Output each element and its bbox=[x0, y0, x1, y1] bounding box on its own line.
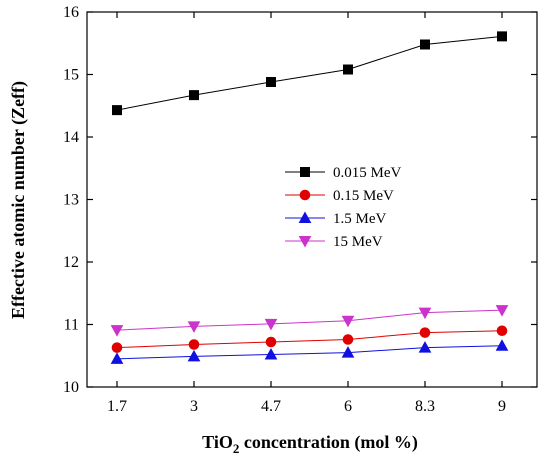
x-tick-label: 3 bbox=[190, 398, 198, 415]
legend-label: 0.015 MeV bbox=[333, 165, 401, 181]
data-point bbox=[265, 336, 277, 348]
data-point bbox=[418, 307, 432, 320]
y-tick-label: 13 bbox=[63, 192, 79, 209]
x-tick-label: 4.7 bbox=[261, 398, 281, 415]
data-point bbox=[266, 77, 276, 87]
y-tick-label: 12 bbox=[63, 254, 79, 271]
legend-label: 0.15 MeV bbox=[333, 188, 394, 204]
data-point bbox=[496, 325, 508, 337]
legend-marker bbox=[298, 236, 312, 248]
x-tick-label: 6 bbox=[344, 398, 352, 415]
data-point bbox=[420, 39, 430, 50]
data-point bbox=[110, 325, 124, 337]
data-point bbox=[189, 90, 199, 101]
data-point bbox=[495, 305, 509, 317]
y-tick-label: 14 bbox=[63, 129, 79, 146]
y-tick-label: 15 bbox=[63, 67, 79, 84]
data-point bbox=[110, 352, 124, 364]
data-point bbox=[342, 334, 354, 345]
series-line bbox=[116, 330, 503, 349]
data-point bbox=[419, 327, 431, 338]
x-axis: 1.7 3 4.7 6 8.3 9 bbox=[107, 12, 506, 415]
data-point bbox=[112, 105, 122, 116]
series-3 bbox=[110, 305, 509, 337]
legend-label: 1.5 MeV bbox=[333, 211, 386, 227]
data-point bbox=[341, 315, 355, 328]
x-axis-title: TiO2 concentration (mol %) bbox=[202, 432, 418, 456]
data-point bbox=[187, 349, 201, 362]
data-point bbox=[187, 321, 201, 333]
x-tick-label: 9 bbox=[498, 398, 506, 415]
legend-marker bbox=[298, 211, 312, 223]
data-point bbox=[264, 318, 278, 331]
data-point bbox=[495, 339, 509, 351]
x-axis-title-subscript: 2 bbox=[233, 441, 240, 456]
legend-item: 15 MeV bbox=[285, 234, 383, 250]
data-point bbox=[264, 347, 278, 360]
data-point bbox=[418, 341, 432, 353]
x-tick-label: 1.7 bbox=[107, 398, 127, 415]
x-axis-title-suffix: concentration (mol %) bbox=[239, 432, 417, 453]
y-tick-label: 11 bbox=[64, 317, 79, 334]
y-axis: 10 11 12 13 14 15 16 bbox=[63, 4, 537, 396]
data-point bbox=[188, 339, 200, 350]
series-0 bbox=[112, 31, 507, 116]
legend-item: 0.15 MeV bbox=[285, 188, 394, 204]
legend: 0.015 MeV 0.15 MeV 1.5 MeV 15 MeV bbox=[285, 165, 401, 250]
series-line bbox=[116, 345, 503, 360]
x-tick-label: 8.3 bbox=[415, 398, 435, 415]
series-line bbox=[116, 309, 503, 331]
legend-item: 0.015 MeV bbox=[285, 165, 401, 181]
y-tick-label: 10 bbox=[63, 379, 79, 396]
data-point bbox=[111, 342, 123, 353]
y-axis-title: Effective atomic number (Zeff) bbox=[8, 81, 29, 319]
legend-item: 1.5 MeV bbox=[285, 211, 386, 227]
legend-label: 15 MeV bbox=[333, 234, 383, 250]
y-tick-label: 16 bbox=[63, 4, 79, 21]
legend-marker bbox=[300, 167, 310, 177]
data-point bbox=[343, 64, 353, 75]
series-layer bbox=[110, 31, 509, 364]
legend-marker bbox=[299, 189, 311, 201]
x-axis-title-prefix: TiO bbox=[202, 432, 233, 452]
data-point bbox=[497, 31, 507, 42]
data-point bbox=[341, 346, 355, 358]
series-2 bbox=[110, 339, 509, 364]
series-1 bbox=[111, 325, 508, 353]
series-line bbox=[116, 35, 503, 111]
plot-frame bbox=[86, 11, 538, 388]
